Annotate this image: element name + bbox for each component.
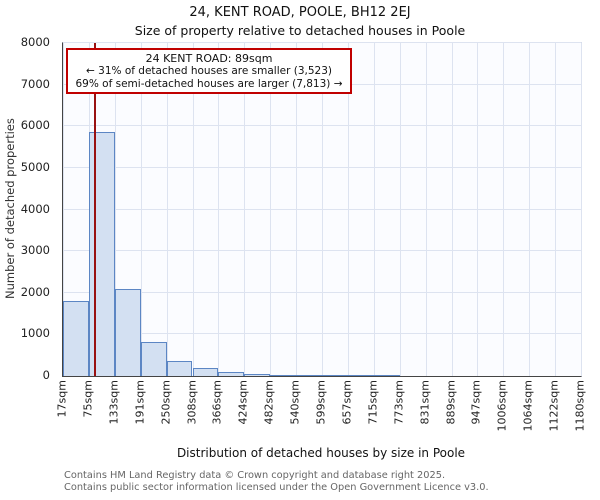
attribution-footer: Contains HM Land Registry data © Crown c… xyxy=(64,470,489,493)
x-tick-label: 540sqm xyxy=(288,380,302,425)
vertical-gridline xyxy=(244,43,246,376)
x-tick-label: 1064sqm xyxy=(521,380,535,432)
annotation-property-label: 24 KENT ROAD: 89sqm xyxy=(145,52,273,65)
vertical-gridline xyxy=(477,43,479,376)
vertical-gridline xyxy=(373,43,375,376)
x-tick-label: 599sqm xyxy=(314,380,328,425)
histogram-bar xyxy=(322,375,348,376)
x-tick-label: 366sqm xyxy=(210,380,224,425)
chart-subtitle: Size of property relative to detached ho… xyxy=(134,23,466,38)
vertical-gridline xyxy=(166,43,168,376)
horizontal-gridline xyxy=(63,42,581,43)
y-tick-label: 3000 xyxy=(20,243,50,258)
y-tick-label: 0 xyxy=(42,368,50,382)
x-tick-label: 17sqm xyxy=(55,380,69,418)
x-tick-label: 1180sqm xyxy=(573,380,587,432)
histogram-bar xyxy=(218,372,245,376)
histogram-bar xyxy=(296,374,322,376)
histogram-bar xyxy=(166,361,193,376)
horizontal-gridline xyxy=(63,333,581,335)
chart-title: 24, KENT ROAD, POOLE, BH12 2EJ xyxy=(189,5,411,20)
vertical-gridline xyxy=(529,43,531,376)
vertical-gridline xyxy=(503,43,505,376)
vertical-gridline xyxy=(296,43,298,376)
y-tick-label: 8000 xyxy=(20,35,50,49)
histogram-bar xyxy=(63,301,89,376)
x-tick-label: 773sqm xyxy=(392,380,406,425)
horizontal-gridline xyxy=(63,125,581,127)
vertical-gridline xyxy=(218,43,220,376)
x-tick-label: 889sqm xyxy=(444,380,457,425)
x-tick-label: 482sqm xyxy=(262,380,276,425)
x-tick-label: 308sqm xyxy=(185,380,198,425)
horizontal-gridline xyxy=(63,250,581,252)
vertical-gridline xyxy=(581,43,582,376)
property-size-marker-line xyxy=(94,43,97,376)
vertical-gridline xyxy=(63,43,64,376)
x-tick-label: 1006sqm xyxy=(495,380,509,432)
histogram-bar xyxy=(244,373,271,376)
x-tick-label: 947sqm xyxy=(469,380,483,425)
x-tick-label: 831sqm xyxy=(418,380,432,425)
y-tick-label: 7000 xyxy=(20,76,50,91)
histogram-bar xyxy=(114,289,141,376)
y-tick-label: 2000 xyxy=(20,284,50,299)
x-tick-label: 1122sqm xyxy=(547,380,561,432)
vertical-gridline xyxy=(270,43,272,376)
histogram-bar xyxy=(88,132,115,376)
x-tick-label: 424sqm xyxy=(236,380,250,425)
footer-line-1: Contains HM Land Registry data © Crown c… xyxy=(64,470,446,481)
vertical-gridline xyxy=(451,43,453,376)
y-tick-label: 1000 xyxy=(20,326,50,341)
annotation-smaller-stat: ← 31% of detached houses are smaller (3,… xyxy=(86,65,332,77)
histogram-bar xyxy=(140,341,167,376)
vertical-gridline xyxy=(347,43,349,376)
vertical-gridline xyxy=(425,43,427,376)
horizontal-gridline xyxy=(63,291,581,293)
vertical-gridline xyxy=(140,43,142,376)
vertical-gridline xyxy=(322,43,323,376)
x-tick-label: 715sqm xyxy=(366,380,380,425)
footer-line-2: Contains public sector information licen… xyxy=(64,481,489,493)
y-tick-label: 6000 xyxy=(20,118,50,133)
y-axis-tick-labels: 0 1000 2000 3000 4000 5000 6000 7000 8000 xyxy=(0,35,56,382)
x-axis-title: Distribution of detached houses by size … xyxy=(176,446,466,460)
horizontal-gridline xyxy=(63,166,581,168)
annotation-box: 24 KENT ROAD: 89sqm ← 31% of detached ho… xyxy=(66,48,352,94)
histogram-bar xyxy=(270,374,297,376)
histogram-bar xyxy=(347,375,374,376)
x-tick-label: 657sqm xyxy=(340,380,354,425)
x-tick-label: 133sqm xyxy=(107,380,121,425)
x-tick-label: 75sqm xyxy=(81,380,95,418)
histogram-bar xyxy=(192,368,219,376)
x-axis-tick-labels: 17sqm 75sqm 133sqm 191sqm 250sqm 308sqm 366sqm… xyxy=(56,378,587,446)
y-tick-label: 4000 xyxy=(20,201,50,216)
vertical-gridline xyxy=(555,43,557,376)
plot-area: 24 KENT ROAD: 89sqm ← 31% of detached ho… xyxy=(62,42,582,377)
y-tick-label: 5000 xyxy=(20,159,50,174)
horizontal-gridline xyxy=(63,208,581,210)
annotation-larger-stat: 69% of semi-detached houses are larger (… xyxy=(75,77,343,90)
vertical-gridline xyxy=(114,43,116,376)
vertical-gridline xyxy=(192,43,194,376)
x-tick-label: 191sqm xyxy=(133,380,147,425)
histogram-bar xyxy=(373,375,400,376)
x-tick-label: 250sqm xyxy=(159,380,173,425)
vertical-gridline xyxy=(399,43,401,376)
